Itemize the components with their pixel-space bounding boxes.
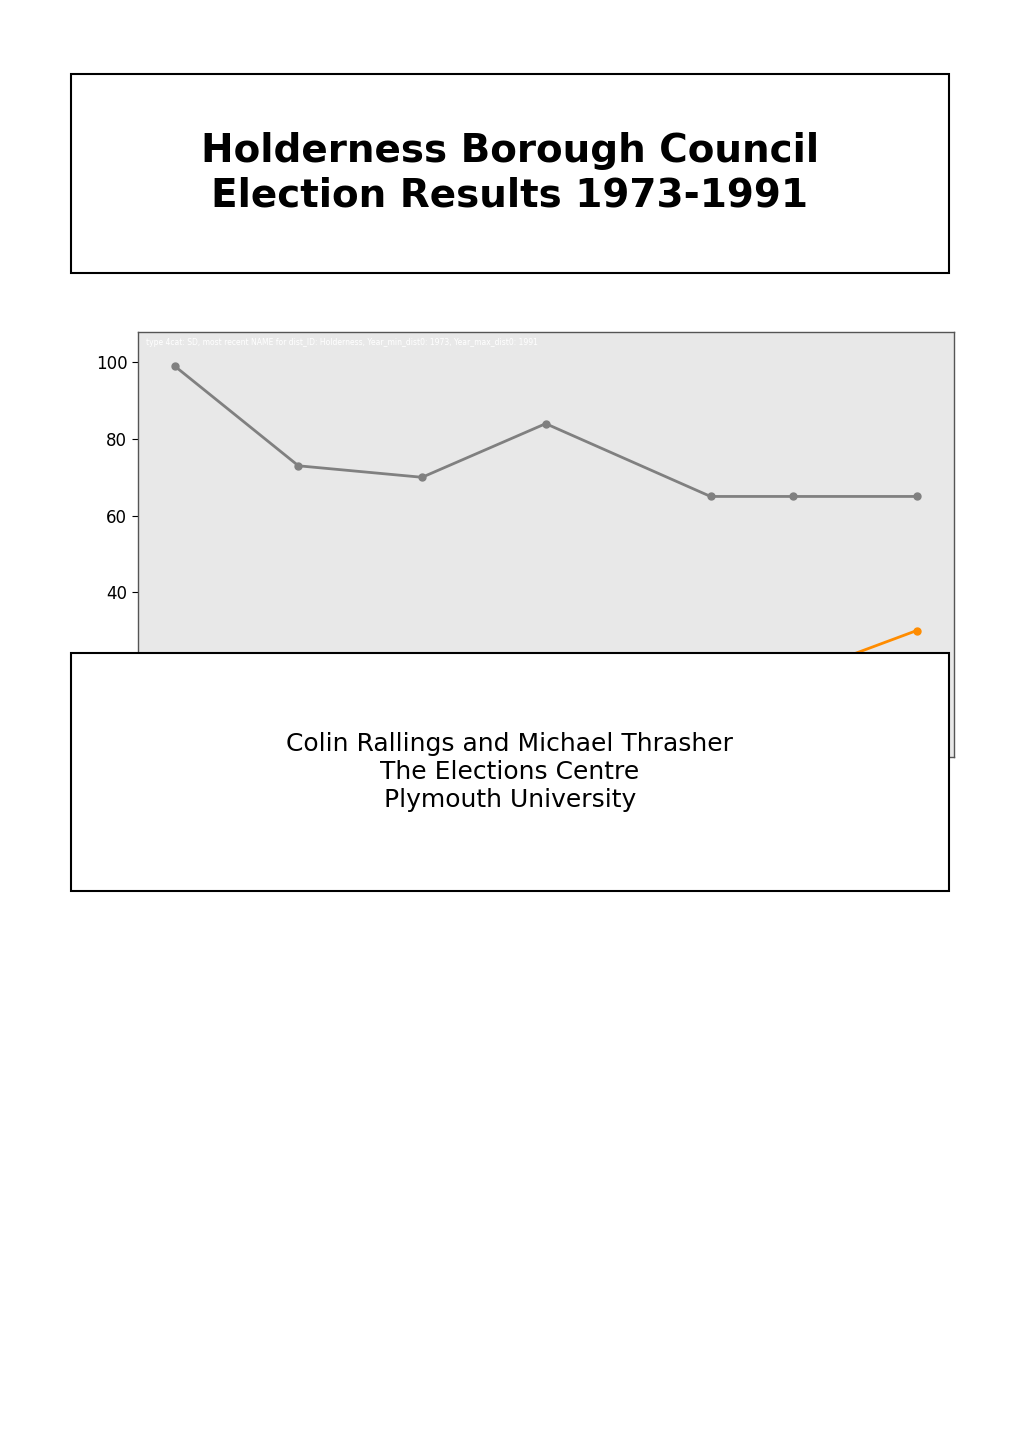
FancyBboxPatch shape (71, 74, 948, 273)
Text: Colin Rallings and Michael Thrasher
The Elections Centre
Plymouth University: Colin Rallings and Michael Thrasher The … (286, 733, 733, 812)
Text: type 4cat: SD, most recent NAME for dist_ID: Holderness, Year_min_dist0: 1973, Y: type 4cat: SD, most recent NAME for dist… (146, 337, 537, 348)
Text: Holderness Borough Council
Election Results 1973-1991: Holderness Borough Council Election Resu… (201, 133, 818, 213)
FancyBboxPatch shape (71, 653, 948, 891)
